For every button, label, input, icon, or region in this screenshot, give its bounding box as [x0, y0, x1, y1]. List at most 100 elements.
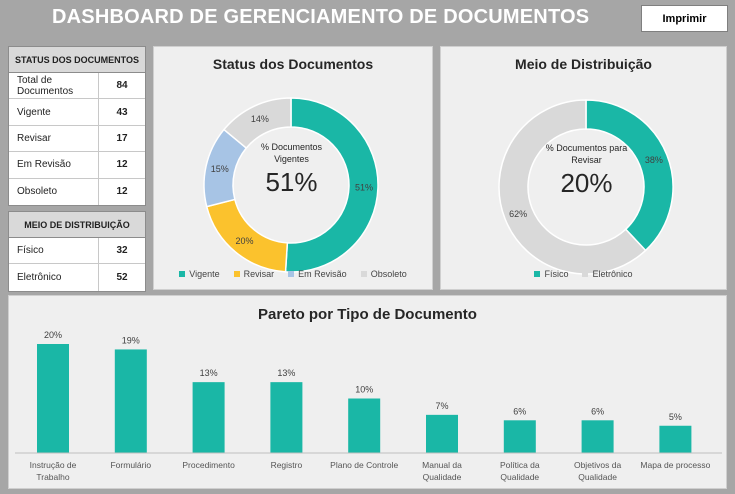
table-row: Revisar 17 — [9, 125, 145, 153]
distribution-center-text: % Documentos para Revisar 20% — [539, 142, 634, 198]
bar-2 — [192, 382, 225, 453]
row-label: Obsoleto — [9, 178, 99, 205]
bar-data-label: 13% — [277, 368, 295, 378]
row-label: Total de Documentos — [9, 73, 99, 99]
x-tick-line: Formulário — [110, 460, 151, 470]
table-row: Físico 32 — [9, 238, 145, 265]
distribution-legend: Físico Eletrônico — [441, 269, 726, 279]
legend-label: Revisar — [243, 269, 275, 279]
donut-data-label: 14% — [251, 114, 269, 124]
donut-data-label: 15% — [211, 164, 229, 174]
row-label: Em Revisão — [9, 152, 99, 178]
x-tick-line: Instrução de — [30, 460, 77, 470]
row-label: Físico — [9, 238, 99, 264]
donut-slice-eletr-nico — [498, 99, 647, 275]
x-tick-line: Registro — [271, 460, 303, 470]
x-tick-label: Política da Qualidade — [500, 460, 540, 482]
status-center-text: % Documentos Vigentes 51% — [244, 141, 339, 197]
distribution-table-header: MEIO DE DISTRIBUIÇÃO — [9, 212, 145, 238]
x-tick-label: Registro — [271, 460, 303, 470]
legend-label: Físico — [544, 269, 569, 279]
bar-data-label: 10% — [355, 385, 373, 395]
legend-swatch — [582, 271, 589, 277]
distribution-center-label: % Documentos para Revisar — [545, 143, 628, 165]
x-tick-label: Formulário — [110, 460, 151, 470]
print-button[interactable]: Imprimir — [641, 5, 728, 32]
legend-item: Vigente — [179, 269, 220, 279]
donut-slice-f-sico — [585, 99, 674, 252]
row-label: Revisar — [9, 125, 99, 152]
row-label: Eletrônico — [9, 264, 99, 291]
bar-data-label: 7% — [435, 401, 448, 411]
row-value: 17 — [116, 132, 128, 144]
pareto-chart-title: Pareto por Tipo de Documento — [258, 306, 477, 323]
pareto-chart-panel: Pareto por Tipo de Documento 20% Instruçã… — [8, 295, 727, 489]
status-donut-chart: 51% 20% 15% 14% — [203, 97, 379, 273]
legend-label: Obsoleto — [370, 269, 407, 279]
legend-item: Obsoleto — [360, 269, 407, 279]
table-row: Em Revisão 12 — [9, 152, 145, 179]
legend-swatch — [534, 271, 541, 277]
legend-item: Revisar — [233, 269, 275, 279]
bar-7 — [581, 420, 614, 453]
status-table-header: STATUS DOS DOCUMENTOS — [9, 47, 145, 73]
status-chart-panel: Status dos Documentos 51% 20% 15% 14% % Doc… — [153, 46, 433, 290]
dashboard-title: DASHBOARD DE GERENCIAMENTO DE DOCUMENTOS — [52, 6, 590, 28]
table-row: Eletrônico 52 — [9, 264, 145, 291]
donut-data-label: 62% — [509, 209, 527, 219]
bar-data-label: 20% — [44, 330, 62, 340]
bar-0 — [37, 344, 69, 453]
legend-swatch — [288, 271, 295, 277]
x-tick-line: Procedimento — [182, 460, 235, 470]
status-chart-title: Status dos Documentos — [212, 56, 374, 72]
status-center-value: 51% — [265, 167, 318, 197]
donut-data-label: 20% — [235, 236, 253, 246]
row-value: 12 — [116, 159, 128, 171]
x-tick-line: Mapa de processo — [640, 460, 710, 470]
x-tick-label: Instrução de Trabalho — [30, 460, 77, 482]
x-tick-label: Objetivos da Qualidade — [574, 460, 622, 482]
distribution-center-value: 20% — [560, 168, 613, 198]
header-bar: DASHBOARD DE GERENCIAMENTO DE DOCUMENTOS… — [0, 0, 735, 38]
x-tick-label: Manual da Qualidade — [422, 460, 462, 482]
legend-label: Em Revisão — [298, 269, 347, 279]
legend-swatch — [233, 271, 240, 277]
bar-4 — [348, 398, 381, 453]
bar-data-label: 13% — [200, 368, 218, 378]
distribution-chart-panel: Meio de Distribuição 38% 62% % Documentos… — [440, 46, 727, 290]
bar-3 — [270, 382, 303, 453]
legend-label: Vigente — [189, 269, 220, 279]
x-tick-line: Plano de Controle — [330, 460, 398, 470]
distribution-table: MEIO DE DISTRIBUIÇÃO Físico 32 Eletrônico… — [8, 211, 146, 292]
x-tick-line: Trabalho — [36, 472, 70, 482]
distribution-chart-title: Meio de Distribuição — [515, 56, 652, 72]
x-tick-line: Qualidade — [500, 472, 539, 482]
bar-data-label: 6% — [513, 406, 526, 416]
bar-data-label: 6% — [591, 406, 604, 416]
x-tick-line: Qualidade — [578, 472, 617, 482]
row-value: 32 — [116, 245, 128, 257]
x-tick-line: Objetivos da — [574, 460, 622, 470]
pareto-bar-chart: 20% Instrução de Trabalho 19% Formulário 13% P… — [15, 330, 722, 482]
x-tick-label: Mapa de processo — [640, 460, 710, 470]
donut-data-label: 38% — [645, 155, 663, 165]
bar-data-label: 5% — [669, 412, 682, 422]
status-center-label: % Documentos Vigentes — [260, 142, 323, 164]
row-value: 52 — [116, 272, 128, 284]
table-row: Obsoleto 12 — [9, 178, 145, 205]
bar-1 — [114, 349, 147, 453]
legend-item: Eletrônico — [582, 269, 633, 279]
row-value: 12 — [116, 186, 128, 198]
row-value: 84 — [116, 80, 128, 92]
distribution-donut-chart: 38% 62% — [498, 99, 674, 275]
row-label: Vigente — [9, 99, 99, 125]
legend-label: Eletrônico — [592, 269, 633, 279]
legend-swatch — [179, 271, 186, 277]
legend-item: Em Revisão — [288, 269, 347, 279]
x-tick-line: Política da — [500, 460, 540, 470]
row-value: 43 — [116, 106, 128, 118]
x-tick-label: Procedimento — [182, 460, 235, 470]
status-legend: Vigente Revisar Em Revisão Obsoleto — [154, 269, 432, 279]
donut-slice-obsoleto — [222, 97, 292, 150]
status-table: STATUS DOS DOCUMENTOS Total de Documento… — [8, 46, 146, 206]
